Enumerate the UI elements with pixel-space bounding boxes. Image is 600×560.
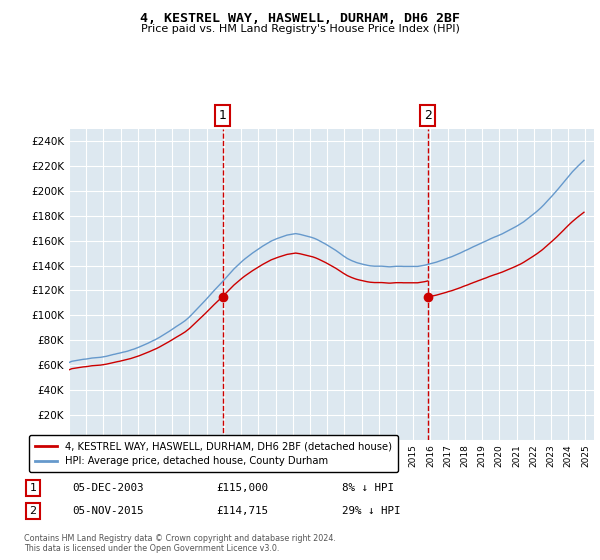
Legend: 4, KESTREL WAY, HASWELL, DURHAM, DH6 2BF (detached house), HPI: Average price, d: 4, KESTREL WAY, HASWELL, DURHAM, DH6 2BF… (29, 435, 398, 472)
Text: Price paid vs. HM Land Registry's House Price Index (HPI): Price paid vs. HM Land Registry's House … (140, 24, 460, 34)
Text: 1: 1 (29, 483, 37, 493)
Text: Contains HM Land Registry data © Crown copyright and database right 2024.
This d: Contains HM Land Registry data © Crown c… (24, 534, 336, 553)
Text: 1: 1 (218, 109, 226, 122)
Text: 05-NOV-2015: 05-NOV-2015 (72, 506, 143, 516)
Text: 4, KESTREL WAY, HASWELL, DURHAM, DH6 2BF: 4, KESTREL WAY, HASWELL, DURHAM, DH6 2BF (140, 12, 460, 25)
Text: 8% ↓ HPI: 8% ↓ HPI (342, 483, 394, 493)
Text: £114,715: £114,715 (216, 506, 268, 516)
Text: 29% ↓ HPI: 29% ↓ HPI (342, 506, 401, 516)
Text: £115,000: £115,000 (216, 483, 268, 493)
Text: 2: 2 (424, 109, 431, 122)
Text: 05-DEC-2003: 05-DEC-2003 (72, 483, 143, 493)
Text: 2: 2 (29, 506, 37, 516)
